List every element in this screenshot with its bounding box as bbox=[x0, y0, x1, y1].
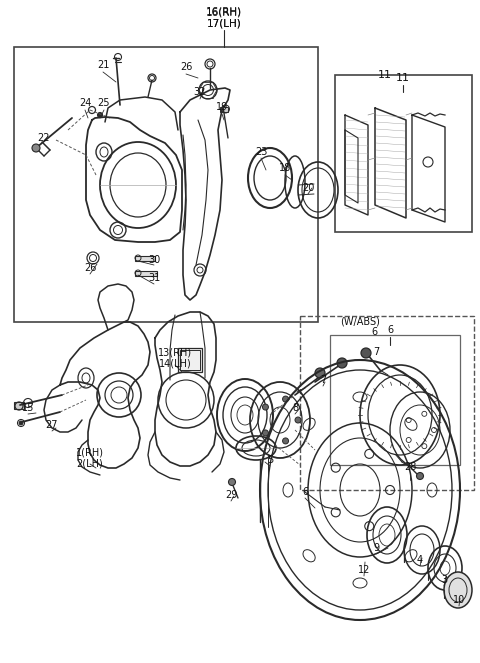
Circle shape bbox=[417, 473, 423, 479]
Text: 11: 11 bbox=[378, 70, 392, 80]
Text: 16(RH)
17(LH): 16(RH) 17(LH) bbox=[206, 7, 242, 29]
Text: 6: 6 bbox=[302, 487, 308, 497]
Text: 1(RH)
2(LH): 1(RH) 2(LH) bbox=[76, 448, 104, 469]
Text: (W/ABS): (W/ABS) bbox=[340, 317, 380, 327]
Text: 27: 27 bbox=[46, 420, 58, 430]
Text: 12: 12 bbox=[358, 565, 370, 575]
Circle shape bbox=[263, 404, 268, 410]
Text: 26: 26 bbox=[84, 263, 96, 273]
Text: 26: 26 bbox=[180, 62, 192, 72]
Text: 6: 6 bbox=[371, 327, 377, 337]
Text: 28: 28 bbox=[404, 462, 416, 472]
Bar bbox=[14, 47, 318, 322]
Bar bbox=[135, 256, 155, 261]
Circle shape bbox=[19, 421, 23, 425]
Bar bbox=[135, 271, 157, 276]
Bar bbox=[330, 335, 460, 465]
Text: 13(RH)
14(LH): 13(RH) 14(LH) bbox=[158, 347, 192, 369]
Text: 21: 21 bbox=[97, 60, 109, 70]
Text: 3: 3 bbox=[441, 575, 447, 585]
Circle shape bbox=[32, 144, 40, 152]
Bar bbox=[220, 107, 228, 112]
Text: 24: 24 bbox=[79, 98, 91, 108]
Text: 30: 30 bbox=[148, 255, 160, 265]
Text: 6: 6 bbox=[387, 325, 393, 335]
Text: 16(RH): 16(RH) bbox=[206, 7, 242, 17]
Bar bbox=[178, 348, 202, 372]
Text: 4: 4 bbox=[417, 555, 423, 565]
Circle shape bbox=[97, 113, 103, 117]
Text: 20: 20 bbox=[302, 183, 314, 193]
Circle shape bbox=[283, 396, 288, 402]
Text: 25: 25 bbox=[98, 98, 110, 108]
Ellipse shape bbox=[444, 572, 472, 608]
Bar bbox=[335, 75, 472, 232]
Bar bbox=[14, 402, 24, 409]
Text: 9: 9 bbox=[373, 543, 379, 553]
Text: 15: 15 bbox=[22, 403, 34, 413]
Text: 22: 22 bbox=[38, 133, 50, 143]
Text: 17(LH): 17(LH) bbox=[206, 19, 241, 29]
Text: 31: 31 bbox=[148, 273, 160, 283]
Text: 8: 8 bbox=[292, 403, 298, 413]
Text: 7: 7 bbox=[373, 347, 379, 357]
Circle shape bbox=[361, 348, 371, 358]
Circle shape bbox=[295, 417, 301, 423]
Text: 7: 7 bbox=[320, 375, 326, 385]
Text: 11: 11 bbox=[396, 73, 410, 83]
Text: 10: 10 bbox=[453, 595, 465, 605]
Text: 19: 19 bbox=[216, 102, 228, 112]
Circle shape bbox=[337, 358, 347, 368]
Circle shape bbox=[315, 368, 325, 378]
Circle shape bbox=[228, 479, 236, 485]
Circle shape bbox=[263, 430, 268, 436]
Text: 23: 23 bbox=[255, 147, 267, 157]
Text: 29: 29 bbox=[225, 490, 237, 500]
Bar bbox=[180, 350, 200, 370]
Text: 18: 18 bbox=[279, 163, 291, 173]
Text: 5: 5 bbox=[267, 455, 273, 465]
Circle shape bbox=[283, 438, 288, 444]
Bar bbox=[300, 316, 474, 490]
Text: 32: 32 bbox=[194, 87, 206, 97]
